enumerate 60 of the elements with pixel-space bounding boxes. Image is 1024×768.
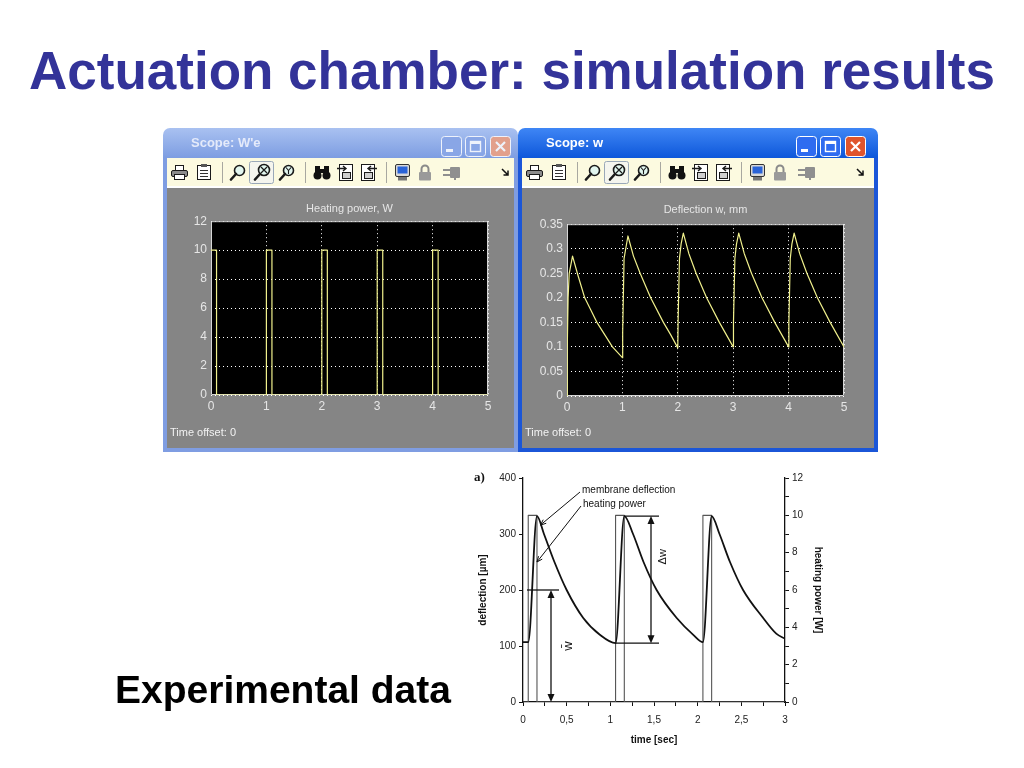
x-tick-label: 0 xyxy=(520,713,527,725)
x-tick-label: 0,5 xyxy=(559,713,575,725)
y2-tick-label: 8 xyxy=(792,546,798,558)
annotation: Δw xyxy=(656,549,669,565)
y-tick-label: 12 xyxy=(193,213,208,228)
y-tick-label: 0 xyxy=(200,387,208,402)
x-tick-label: 2 xyxy=(674,399,682,414)
series-label: heating power xyxy=(583,497,647,509)
chart-title: Heating power, W xyxy=(306,201,394,214)
text: Experimental data xyxy=(115,668,451,711)
y2-tick-label: 10 xyxy=(792,509,804,521)
y2-tick-label: 12 xyxy=(792,471,804,483)
y-tick-label: 0.1 xyxy=(546,339,564,354)
text: Actuation chamber: simulation results xyxy=(28,41,996,100)
y-tick-label: 10 xyxy=(193,242,208,257)
text: Scope: W'e xyxy=(191,135,261,150)
x-axis-title: time [sec] xyxy=(630,733,678,745)
y-tick-label: 0.2 xyxy=(546,290,564,305)
text: membrane deflection xyxy=(582,483,676,495)
y-tick-label: 0.15 xyxy=(539,314,564,329)
y-tick-label: 2 xyxy=(200,358,208,373)
text: a) xyxy=(474,469,485,484)
x-tick-label: 2,5 xyxy=(734,713,749,725)
y-tick-label: 0.35 xyxy=(539,216,564,231)
text: Time offset: 0 xyxy=(525,426,592,438)
y-tick-label: 400 xyxy=(499,471,517,483)
text: Time offset: 0 xyxy=(170,426,237,438)
y2-tick-label: 6 xyxy=(792,583,798,595)
x-tick-label: 5 xyxy=(484,398,492,413)
x-tick-label: 1,5 xyxy=(647,713,662,725)
x-tick-label: 3 xyxy=(782,713,789,725)
y2-axis-title: heating power [W] xyxy=(813,546,825,634)
y-tick-label: 0 xyxy=(556,388,564,403)
y-tick-label: 100 xyxy=(499,639,517,651)
annotation: w̄ xyxy=(559,640,575,652)
x-tick-label: 4 xyxy=(429,398,437,413)
y-tick-label: 6 xyxy=(200,300,208,315)
x-tick-label: 1 xyxy=(619,399,627,414)
x-tick-label: 3 xyxy=(373,398,381,413)
x-tick-label: 3 xyxy=(729,399,737,414)
y-tick-label: 0.05 xyxy=(539,363,564,378)
x-tick-label: 5 xyxy=(840,399,848,414)
x-tick-label: 4 xyxy=(785,399,793,414)
y-tick-label: 0.25 xyxy=(539,265,564,280)
y2-tick-label: 0 xyxy=(792,695,798,707)
y2-tick-label: 2 xyxy=(792,658,798,670)
y2-tick-label: 4 xyxy=(792,621,798,633)
y-tick-label: 0.3 xyxy=(546,241,564,256)
chart-title: Deflection w, mm xyxy=(663,202,748,215)
x-tick-label: 2 xyxy=(318,398,326,413)
y-tick-label: 8 xyxy=(200,271,208,286)
y-tick-label: 0 xyxy=(510,695,517,707)
x-tick-label: 1 xyxy=(263,398,271,413)
y-tick-label: 4 xyxy=(200,329,208,344)
y-tick-label: 300 xyxy=(499,527,517,539)
x-tick-label: 2 xyxy=(694,713,701,725)
y-tick-label: 200 xyxy=(499,583,517,595)
x-tick-label: 1 xyxy=(607,713,614,725)
y-axis-title: deflection [µm] xyxy=(476,554,488,626)
text: Scope: w xyxy=(546,135,604,150)
